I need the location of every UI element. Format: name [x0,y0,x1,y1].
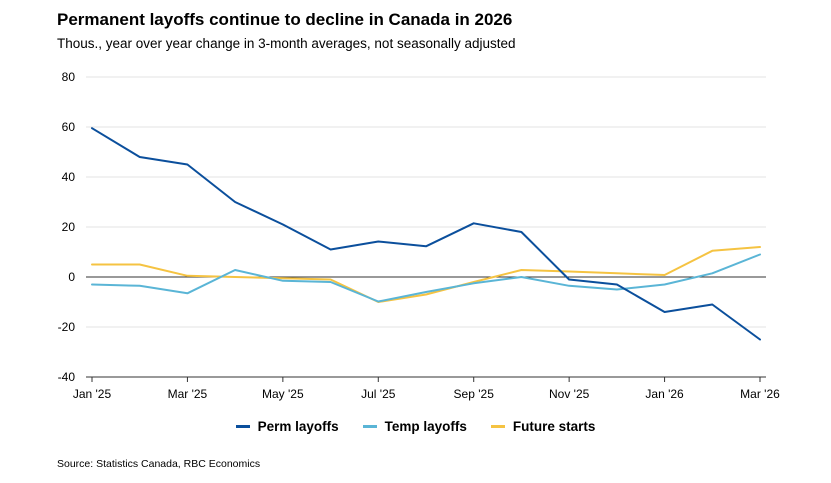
y-axis-ticks: 80 60 40 20 0 -20 -40 [58,70,76,384]
x-tick-label: Sep '25 [454,387,495,401]
series-line-temp-layoffs [91,253,761,303]
legend-swatch-temp-layoffs [362,425,377,428]
y-tick-label: -40 [58,370,76,384]
y-tick-label: 60 [62,120,76,134]
y-tick-label: 20 [62,220,76,234]
source-note: Source: Statistics Canada, RBC Economics [57,458,261,470]
y-tick-label: -20 [58,320,76,334]
x-tick-label: Jul '25 [361,387,396,401]
series-line-perm-layoffs [91,127,761,341]
x-tick-label: Mar '25 [168,387,208,401]
legend-item-future-starts: Future starts [490,419,596,434]
legend-swatch-perm-layoffs [235,425,250,428]
legend-label-perm-layoffs: Perm layoffs [257,419,339,434]
series-lines [91,127,761,341]
x-tick-label: Mar '26 [740,387,780,401]
x-tick-label: Jan '25 [73,387,112,401]
x-axis: Jan '25 Mar '25 May '25 Jul '25 Sep '25 Nov '… [73,376,780,401]
legend-label-temp-layoffs: Temp layoffs [384,419,467,434]
legend-item-perm-layoffs: Perm layoffs [235,419,339,434]
series-line-future-starts [91,246,761,303]
y-tick-label: 0 [68,270,75,284]
x-tick-label: May '25 [262,387,304,401]
gridlines [86,76,766,378]
legend: Perm layoffs Temp layoffs Future starts [0,419,831,434]
legend-swatch-future-starts [490,425,505,428]
x-tick-label: Nov '25 [549,387,590,401]
y-tick-label: 40 [62,170,76,184]
legend-item-temp-layoffs: Temp layoffs [362,419,467,434]
x-tick-label: Jan '26 [645,387,684,401]
chart-subtitle: Thous., year over year change in 3-month… [57,36,516,51]
y-tick-label: 80 [62,70,76,84]
chart-title: Permanent layoffs continue to decline in… [57,10,513,29]
legend-label-future-starts: Future starts [512,419,596,434]
